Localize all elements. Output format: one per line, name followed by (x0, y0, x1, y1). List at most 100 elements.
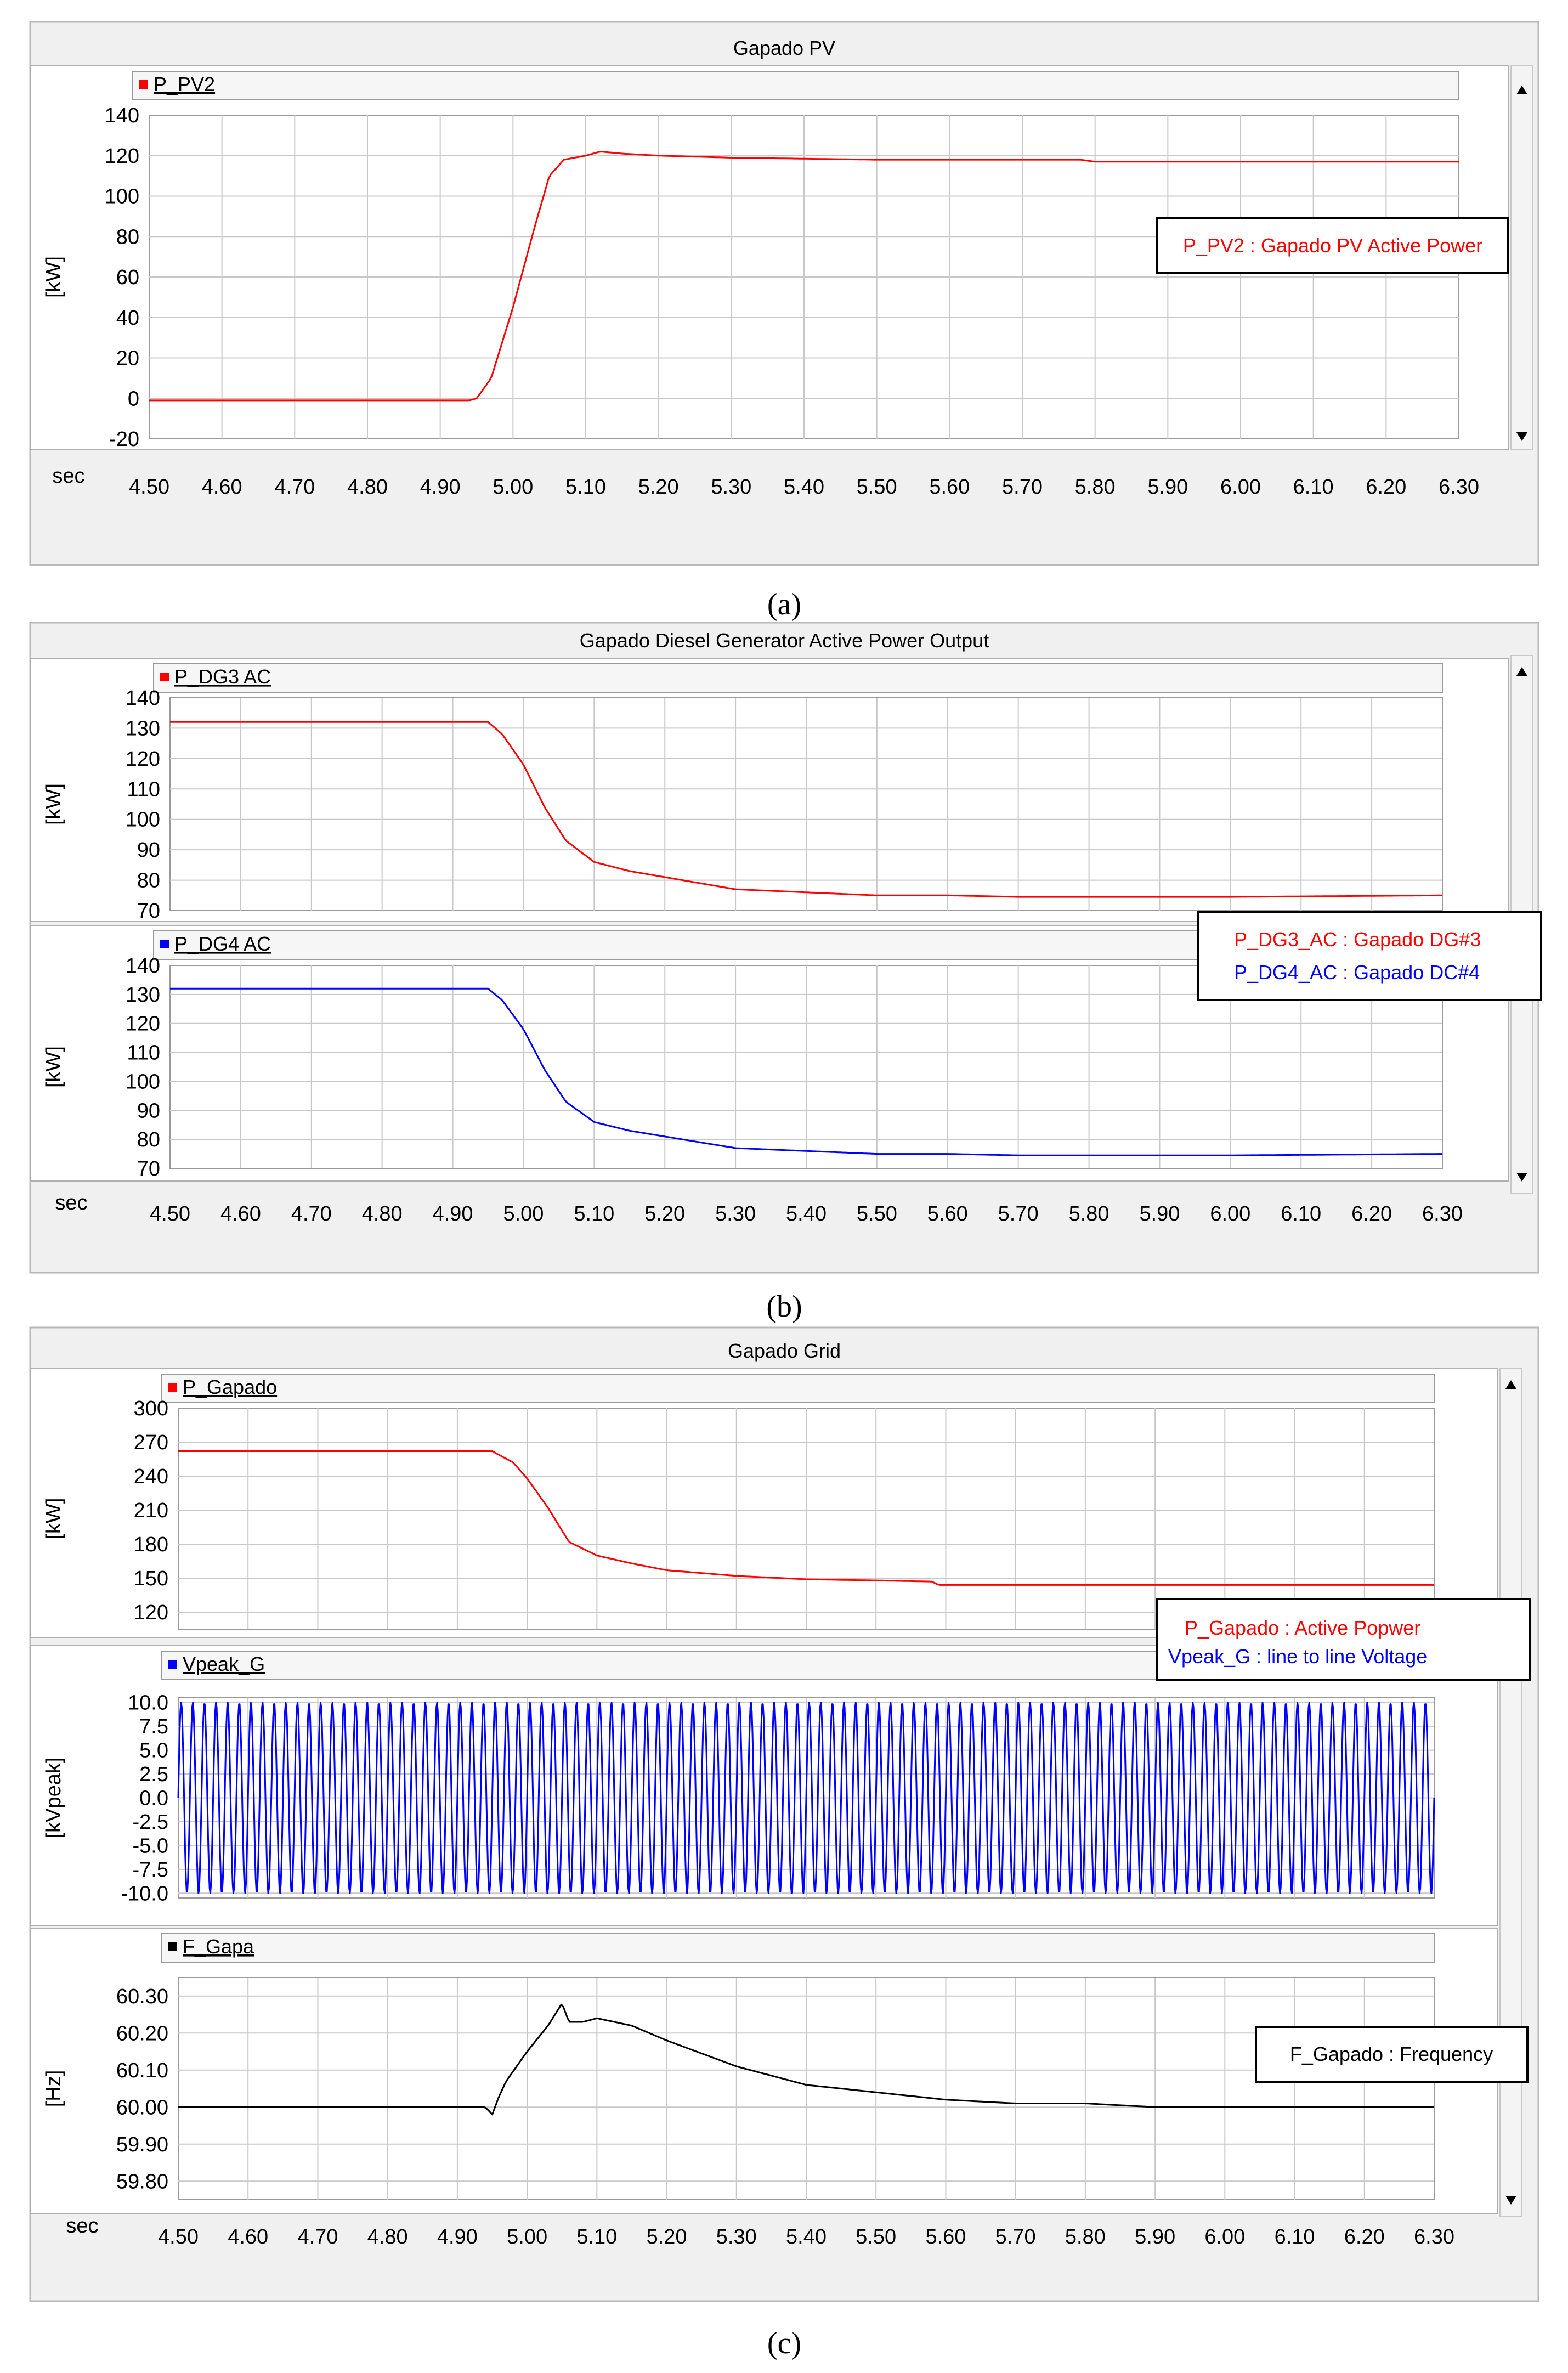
x-tick-label: 4.80 (347, 476, 388, 499)
y-axis-label: [kVpeak] (42, 1758, 65, 1839)
panel-c: Gapado Grid P_Gapado 300 270 240 210 180 150 12… (29, 1326, 1539, 2360)
y-tick-label: 100 (126, 809, 160, 832)
down-triangle-icon[interactable] (1516, 1173, 1527, 1182)
x-tick-label: 5.70 (998, 1202, 1039, 1225)
x-axis-unit-label: sec (55, 1191, 87, 1214)
y-tick-label: 80 (137, 869, 160, 892)
x-tick-label: 4.70 (297, 2225, 338, 2248)
y-tick-label: 70 (137, 900, 160, 923)
x-tick-label: 5.50 (857, 476, 897, 499)
y-tick-label: 0 (128, 387, 139, 410)
y-tick-label: 80 (116, 225, 139, 248)
x-tick-label: 4.50 (158, 2225, 199, 2248)
x-axis-unit-label: sec (66, 2214, 98, 2238)
x-tick-label: 4.70 (291, 1202, 332, 1225)
x-tick-label: 6.30 (1439, 476, 1479, 499)
panel-c-legend: P_Gapado : Active Popwer Vpeak_G : line … (1156, 1598, 1531, 1681)
x-axis: sec 4.50 4.60 4.70 4.80 4.90 5.00 5.10 5.20 5.30 5… (66, 2214, 1454, 2248)
x-tick-label: 5.20 (647, 2225, 687, 2248)
y-tick-label: -7.5 (133, 1858, 168, 1882)
x-tick-label: 5.80 (1065, 2225, 1106, 2248)
caption-c: (c) (767, 2326, 801, 2360)
x-tick-label: 5.00 (507, 2225, 547, 2248)
y-tick-label: 130 (126, 984, 160, 1007)
x-tick-label: 6.20 (1351, 1202, 1392, 1225)
y-tick-label: 120 (126, 748, 160, 771)
x-tick-label: 5.40 (784, 476, 824, 499)
x-tick-label: 4.80 (367, 2225, 408, 2248)
series-line-p_pv2 (149, 151, 1459, 402)
x-tick-label: 5.30 (716, 2225, 757, 2248)
up-triangle-icon[interactable] (1505, 1380, 1516, 1389)
y-tick-label: 60.10 (116, 2059, 168, 2082)
x-axis-unit-label: sec (52, 465, 84, 488)
y-tick-label: 2.5 (139, 1763, 168, 1786)
subplot-p_dg3-ac: P_DG3 AC 140 130 120 110 100 90 80 70 [kW] (30, 658, 1509, 923)
x-tick-label: 5.00 (503, 1202, 544, 1225)
y-axis-label: [kW] (42, 783, 65, 825)
x-tick-label: 4.90 (437, 2225, 478, 2248)
y-axis-label: [Hz] (42, 2070, 65, 2108)
up-triangle-icon[interactable] (1516, 86, 1527, 94)
x-tick-label: 4.90 (420, 476, 461, 499)
signal-name: P_PV2 (154, 73, 215, 95)
panel-a-scrollbar[interactable] (1510, 65, 1533, 450)
panel-a: Gapado PV P_PV2 140 120 100 80 60 40 20 0 -20 [kW]… (29, 21, 1539, 622)
x-tick-label: 5.70 (995, 2225, 1036, 2248)
y-tick-label: -2.5 (133, 1811, 168, 1834)
x-tick-label: 5.90 (1139, 1202, 1180, 1225)
signal-name: F_Gapa (183, 1935, 254, 1958)
y-tick-label: 0.0 (139, 1787, 168, 1810)
y-tick-label: 110 (127, 1042, 160, 1065)
y-tick-label: -10.0 (121, 1882, 168, 1905)
legend-p-pv2: P_PV2 : Gapado PV Active Power (1183, 234, 1482, 257)
x-tick-label: 6.30 (1414, 2225, 1454, 2248)
x-tick-label: 5.30 (715, 1202, 756, 1225)
x-tick-label: 5.90 (1135, 2225, 1175, 2248)
y-tick-label: 120 (105, 145, 139, 168)
y-tick-label: -5.0 (133, 1834, 168, 1857)
square-icon (168, 1942, 177, 1951)
panel-c-legend-frequency: F_Gapado : Frequency (1255, 2026, 1529, 2083)
x-tick-label: 6.00 (1210, 1202, 1250, 1225)
x-tick-label: 5.40 (786, 2225, 827, 2248)
subplot-f_gapa: F_Gapa 60.30 60.20 60.10 60.00 59.90 59.80 [Hz] (30, 1928, 1498, 2214)
signal-header (132, 71, 1459, 100)
signal-header (153, 663, 1443, 693)
panel-c-title: Gapado Grid (728, 1340, 841, 1362)
x-tick-label: 5.30 (711, 476, 751, 499)
y-tick-label: 60.30 (116, 1985, 168, 2008)
up-triangle-icon[interactable] (1516, 667, 1527, 676)
panel-a-legend: P_PV2 : Gapado PV Active Power (1156, 217, 1509, 274)
panel-a-title: Gapado PV (733, 37, 835, 59)
y-tick-label: 270 (134, 1431, 168, 1454)
square-icon (160, 673, 169, 681)
y-tick-label: 80 (137, 1128, 160, 1151)
panel-c-scrollbar[interactable] (1499, 1368, 1522, 2217)
series-line-p_dg3-ac (170, 721, 1442, 898)
down-triangle-icon[interactable] (1516, 432, 1527, 441)
y-tick-label: 40 (116, 307, 139, 330)
x-tick-label: 6.10 (1293, 476, 1334, 499)
x-tick-label: 4.70 (274, 476, 315, 499)
x-tick-label: 6.00 (1220, 476, 1261, 499)
subplot-vpeak_g: Vpeak_G 10.07.55.02.50.0-2.5-5.0-7.5-10.0… (30, 1645, 1498, 1926)
legend-p-dg3: P_DG3_AC : Gapado DG#3 (1234, 928, 1481, 951)
x-tick-label: 5.60 (925, 2225, 966, 2248)
x-tick-label: 5.10 (574, 1202, 614, 1225)
y-tick-label: 120 (126, 1013, 160, 1036)
x-tick-label: 5.60 (929, 476, 970, 499)
x-tick-label: 5.80 (1075, 476, 1116, 499)
down-triangle-icon[interactable] (1505, 2196, 1516, 2205)
x-tick-label: 4.90 (433, 1202, 473, 1225)
y-tick-label: 210 (134, 1499, 168, 1522)
x-tick-label: 5.50 (857, 1202, 897, 1225)
x-tick-label: 4.50 (150, 1202, 190, 1225)
y-tick-label: 90 (137, 1099, 160, 1122)
y-tick-label: 100 (126, 1070, 160, 1093)
x-tick-label: 6.20 (1344, 2225, 1385, 2248)
x-axis: sec 4.50 4.60 4.70 4.80 4.90 5.00 5.10 5.20 5.30 5… (52, 465, 1479, 499)
y-tick-label: 5.0 (139, 1739, 168, 1762)
y-tick-label: 150 (134, 1567, 168, 1590)
